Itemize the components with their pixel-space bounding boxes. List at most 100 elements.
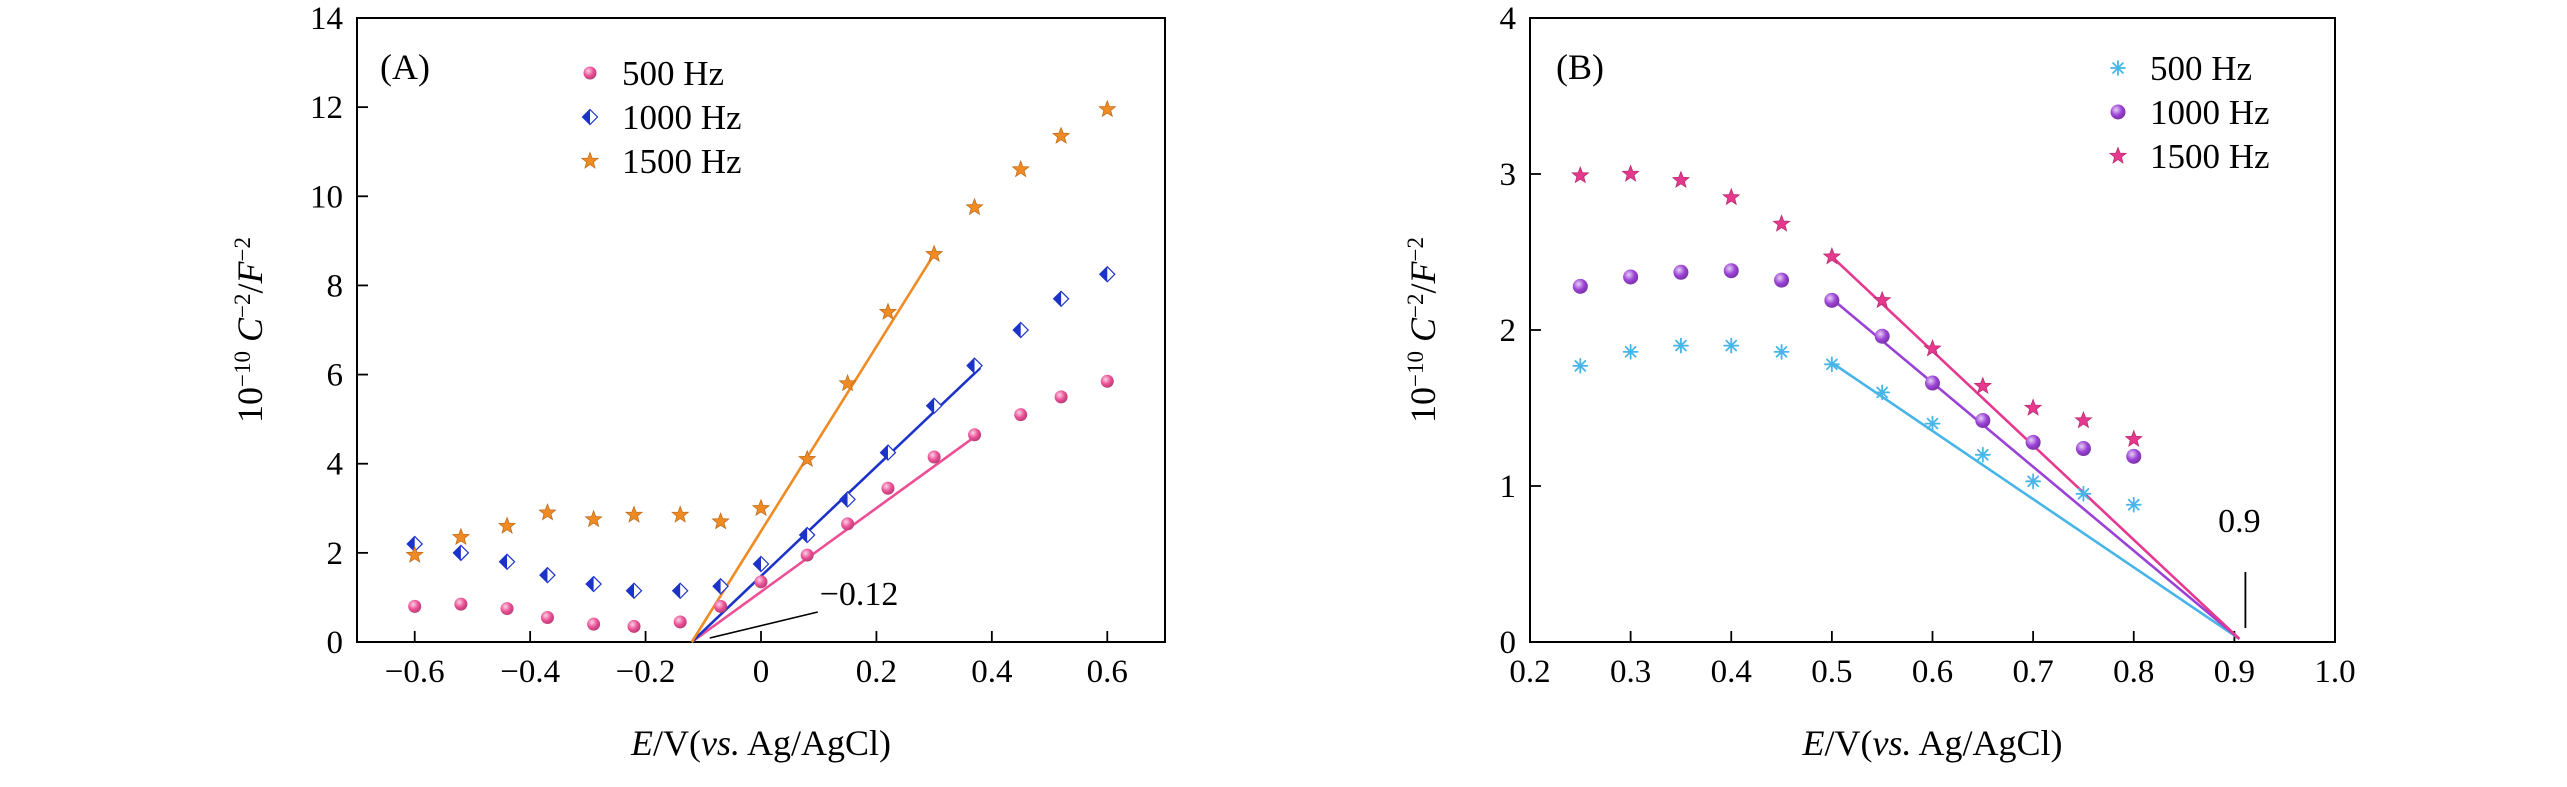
y-tick-label: 14 (310, 1, 343, 37)
fit-line-500-hz (1831, 361, 2241, 640)
panel-label: (A) (380, 47, 430, 87)
data-point (497, 516, 517, 534)
data-point (1011, 159, 1030, 178)
series-500-hz (1572, 337, 2142, 513)
x-tick-label: 0.6 (1087, 654, 1128, 690)
data-point (2074, 410, 2093, 429)
data-point (539, 566, 556, 584)
legend-label: 1500 Hz (622, 142, 742, 181)
data-point (1054, 390, 1068, 404)
y-tick-label: 3 (1500, 157, 1517, 193)
x-axis-title: E/V(vs. Ag/AgCl) (630, 723, 891, 763)
data-point (451, 527, 471, 546)
x-tick-label: −0.2 (616, 654, 676, 690)
legend-label: 500 Hz (2150, 49, 2252, 88)
data-point (966, 357, 983, 375)
data-point (1051, 126, 1071, 144)
data-point (879, 444, 897, 461)
legend-marker (583, 66, 597, 80)
data-point (452, 544, 470, 562)
x-tick-label: 0.3 (1610, 654, 1651, 690)
y-tick-label: 6 (327, 358, 344, 394)
data-point (752, 555, 770, 573)
data-point (625, 582, 643, 600)
data-point (751, 498, 771, 517)
data-point (798, 526, 816, 544)
panel-b: 0.2 0.3 0.4 0.5 0.6 0.7 0.8 0.9 1.0 0 1 2 3 4 E/V(vs. … (1403, 1, 2356, 763)
data-point (712, 577, 729, 595)
data-point (968, 428, 982, 442)
legend-marker (2110, 60, 2126, 76)
data-point (1873, 290, 1892, 309)
x-tick-label: 0 (753, 654, 770, 690)
data-point (1621, 164, 1640, 182)
legend-marker (2108, 146, 2128, 164)
data-point (408, 599, 422, 613)
data-point (711, 512, 730, 530)
data-point (838, 373, 857, 392)
data-point (540, 610, 554, 624)
data-point (2125, 496, 2142, 513)
data-point (839, 491, 856, 508)
series-1500-hz (405, 99, 1117, 563)
data-point (925, 244, 944, 263)
data-point (2025, 473, 2042, 490)
data-point (1723, 337, 1740, 354)
data-point (1014, 408, 1028, 422)
data-point (1572, 357, 1589, 374)
x-tick-label: 1.0 (2314, 654, 2355, 690)
fit-line-1000-hz (690, 366, 982, 643)
data-point (1925, 375, 1940, 391)
data-point (538, 503, 557, 521)
data-point (1923, 339, 1942, 357)
x-tick-label: 0.9 (2214, 654, 2255, 690)
data-point (671, 505, 690, 523)
data-point (2124, 429, 2143, 448)
x-axis-title: E/V(vs. Ag/AgCl) (1801, 723, 2062, 763)
data-point (406, 535, 424, 553)
data-point (2025, 434, 2041, 450)
x-tick-label: 0.6 (1912, 654, 1953, 690)
data-point (1823, 356, 1840, 373)
x-tick-label: 0.7 (2013, 654, 2054, 690)
annotation-label: 0.9 (2218, 503, 2261, 540)
annotation-label: −0.12 (820, 576, 899, 613)
data-point (1012, 321, 1030, 339)
x-tick-label: 0.2 (856, 654, 897, 690)
data-point (1772, 214, 1791, 232)
legend-label: 1000 Hz (622, 98, 742, 137)
data-point (927, 450, 941, 464)
data-point (624, 505, 644, 523)
data-point (1571, 165, 1590, 184)
data-point (1622, 343, 1639, 360)
y-tick-label: 10 (310, 179, 343, 215)
fit-line-1000-hz (1831, 297, 2241, 640)
data-point (925, 397, 943, 415)
data-point (1822, 247, 1842, 265)
series-500-hz (408, 374, 1114, 633)
panel-a: −0.6 −0.4 −0.2 0 0.2 0.4 0.6 0 2 4 6 8 10 12 14 E/V(vs.… (230, 1, 1166, 763)
data-point (1723, 263, 1739, 279)
data-point (1572, 278, 1588, 294)
data-point (1100, 374, 1114, 388)
data-point (405, 545, 424, 563)
x-tick-label: 0.4 (1711, 654, 1752, 690)
data-point (585, 575, 602, 593)
data-point (1924, 415, 1941, 432)
data-point (2075, 441, 2091, 457)
data-point (841, 517, 855, 531)
data-point (1773, 343, 1790, 360)
data-point (454, 597, 468, 611)
data-point (714, 599, 728, 613)
data-point (754, 575, 768, 589)
legend-label: 1500 Hz (2150, 137, 2270, 176)
data-point (798, 449, 817, 468)
data-point (2126, 448, 2142, 464)
fit-line-1500-hz (690, 253, 936, 643)
y-tick-label: 0 (327, 625, 344, 661)
data-point (1671, 170, 1691, 189)
annotation-leader (709, 611, 818, 639)
data-point (1824, 292, 1840, 308)
x-tick-label: 0.4 (971, 654, 1012, 690)
